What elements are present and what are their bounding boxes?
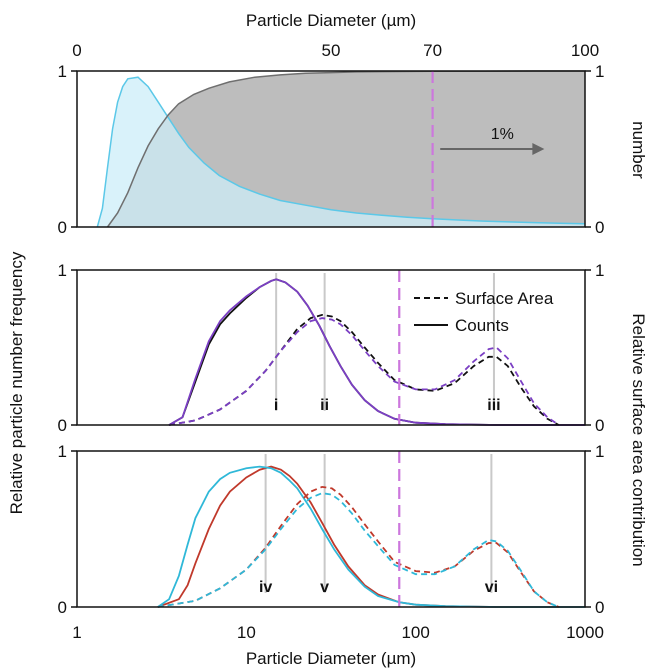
- left_ticks-1: 1: [58, 261, 67, 280]
- right_ticks-0: 0: [595, 598, 604, 617]
- right-axis-label: Relative surface area contribution: [629, 313, 648, 566]
- panel-frame: [76, 70, 586, 228]
- top-tick-label: 100: [571, 41, 599, 60]
- top-tick-label: 0: [72, 41, 81, 60]
- left-axis-label: Relative particle number frequency: [7, 251, 26, 514]
- legend-label: Counts: [455, 316, 509, 335]
- marker-label: i: [274, 397, 278, 414]
- top-tick-label: 50: [322, 41, 341, 60]
- series-line-0: [157, 465, 585, 608]
- marker-label: iii: [487, 397, 500, 414]
- marker-label: vi: [485, 579, 498, 596]
- right_ticks-1: 1: [595, 62, 604, 81]
- series-line-3: [157, 492, 560, 608]
- series-line-3: [168, 317, 560, 426]
- series-line-1: [157, 465, 585, 608]
- series-line-1: [168, 278, 585, 426]
- right_ticks-0: 0: [595, 416, 604, 435]
- panel-frame: [76, 450, 586, 608]
- series-line-0: [96, 76, 586, 228]
- top-tick-label: 70: [423, 41, 442, 60]
- series-line-2: [157, 485, 560, 608]
- right-axis-label-fragment: number: [629, 121, 648, 179]
- legend-label: Surface Area: [455, 289, 554, 308]
- area-fill-0: [97, 77, 586, 227]
- right_ticks-0: 0: [595, 218, 604, 237]
- bottom-tick-label: 10: [237, 623, 256, 642]
- series-line-2: [168, 313, 560, 426]
- bottom-tick-label: 1: [72, 623, 81, 642]
- panel-frame: [76, 269, 586, 426]
- marker-label: v: [320, 579, 329, 596]
- left_ticks-1: 1: [58, 62, 67, 81]
- bottom-axis-label: Particle Diameter (µm): [246, 649, 416, 668]
- annotation-text: 1%: [491, 126, 514, 143]
- bottom-tick-label: 100: [401, 623, 429, 642]
- left_ticks-1: 1: [58, 442, 67, 461]
- right_ticks-1: 1: [595, 442, 604, 461]
- bottom-tick-label: 1000: [566, 623, 604, 642]
- marker-label: iv: [259, 579, 272, 596]
- area-overlay-fill: [97, 77, 586, 227]
- left_ticks-0: 0: [58, 416, 67, 435]
- right_ticks-1: 1: [595, 261, 604, 280]
- top-axis-label: Particle Diameter (µm): [246, 11, 416, 30]
- left_ticks-0: 0: [58, 598, 67, 617]
- left_ticks-0: 0: [58, 218, 67, 237]
- marker-label: ii: [320, 397, 329, 414]
- annotation-arrow-head: [532, 143, 545, 155]
